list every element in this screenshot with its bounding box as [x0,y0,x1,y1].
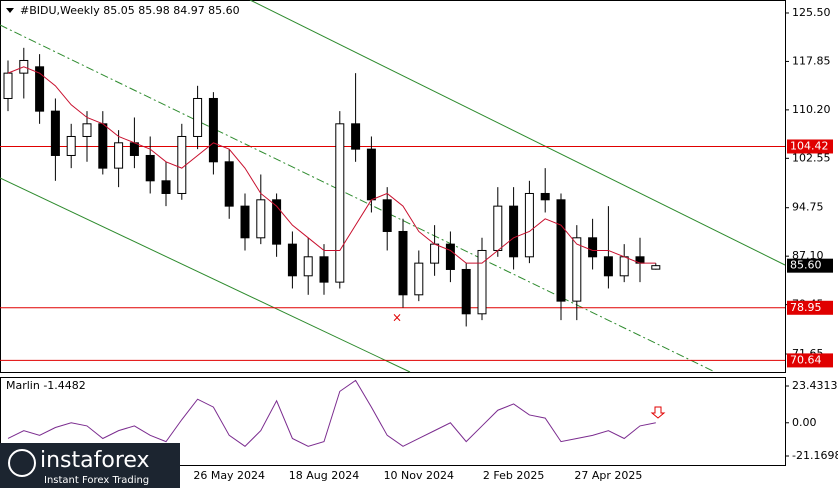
watermark-box [0,443,180,488]
y-tick-label: 23.4313 [792,379,838,392]
candle-body [430,243,440,264]
candle-body [193,97,203,137]
candle-body [651,265,661,270]
candle-body [303,256,313,277]
candle-body [556,199,566,302]
y-tick-label: 110.20 [792,103,831,116]
candle-body [256,199,266,239]
candle-body [382,199,392,232]
candle-body [145,154,155,182]
candle-body [572,237,582,302]
x-tick-label: 2 Feb 2025 [483,469,544,482]
candle-body [177,135,187,194]
y-tick-label: 117.85 [792,54,831,67]
candle-body [208,97,218,163]
indicator-pane [0,377,786,466]
candle-body [414,262,424,296]
candle-body [114,142,124,169]
channel-lower [0,177,411,373]
candle-body [272,199,282,245]
candle-body [35,66,45,112]
indicator-title: Marlin -1.4482 [6,379,86,392]
x-tick-label: 10 Nov 2024 [384,469,454,482]
y-tick-label: 125.50 [792,6,831,19]
logo [8,449,36,477]
channel-middle [0,24,716,373]
indicator-line [7,379,656,447]
candle-body [50,110,60,156]
level-label: 78.95 [790,301,822,314]
candle-body [603,256,613,277]
main-pane [0,0,786,373]
candle-body [240,205,250,239]
level-tag [787,300,833,315]
candle-body [398,230,408,296]
candle-body [366,148,376,201]
menu-icon [6,8,14,13]
candle-body [335,123,345,283]
candle-body [588,237,598,258]
marker: × [392,311,402,325]
watermark-sub: Instant Forex Trading [44,475,149,486]
level-label: 70.64 [790,353,822,366]
x-tick-label: 26 May 2024 [193,469,265,482]
price-label: 85.60 [790,259,822,272]
moving-average [7,66,656,264]
candle-body [129,142,139,156]
candle-body [524,192,534,258]
y-tick-label: 102.55 [792,151,831,164]
candle-body [161,180,171,194]
candle-body [66,135,76,156]
y-tick-label: 94.75 [792,201,824,214]
x-tick-label: 18 Aug 2024 [289,469,359,482]
candle-body [98,123,108,169]
level-tag [787,353,833,368]
chart-title: #BIDU,Weekly 85.05 85.98 84.97 85.60 [20,4,240,17]
candle-body [351,123,361,150]
candle-body [493,205,503,251]
candle-body [619,256,629,277]
candle-body [445,243,455,270]
candle-body [319,256,329,283]
level-tag [787,139,833,154]
candle-body [509,205,519,258]
candle-body [224,161,234,207]
candle-body [82,123,92,137]
candle-body [477,249,487,315]
watermark: instaforex [40,448,150,473]
y-tick-label: -21.1698 [792,449,838,462]
candle-body [3,72,13,99]
candle-body [461,268,471,315]
channel-upper [249,0,786,266]
candle-body [540,192,550,201]
level-label: 104.42 [790,139,829,152]
x-tick-label: 27 Apr 2025 [574,469,642,482]
price-tag [787,258,833,273]
candle-body [287,243,297,277]
arrow [650,406,666,419]
y-tick-label: 0.00 [792,416,817,429]
